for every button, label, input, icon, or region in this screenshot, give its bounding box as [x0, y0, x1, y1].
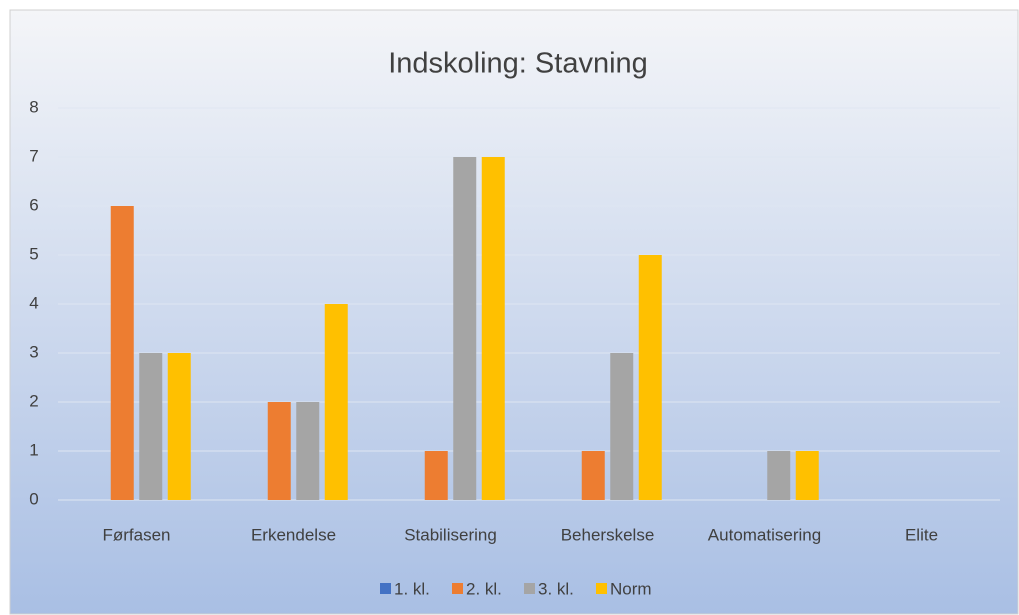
bar	[795, 451, 819, 500]
legend-label: Norm	[610, 579, 652, 598]
y-tick-label: 8	[29, 97, 38, 116]
legend-label: 3. kl.	[538, 579, 574, 598]
x-tick-label: Elite	[905, 525, 938, 544]
y-tick-label: 6	[29, 195, 38, 214]
y-tick-label: 1	[29, 440, 38, 459]
legend-swatch	[596, 583, 607, 594]
x-tick-label: Stabilisering	[404, 525, 497, 544]
bar	[767, 451, 791, 500]
bar	[324, 304, 348, 500]
y-tick-label: 5	[29, 244, 38, 263]
y-tick-label: 4	[29, 293, 38, 312]
y-tick-label: 0	[29, 489, 38, 508]
legend-swatch	[524, 583, 535, 594]
bar	[638, 255, 662, 500]
bar	[610, 353, 634, 500]
bar	[267, 402, 291, 500]
chart-background	[9, 9, 1019, 615]
bar	[424, 451, 448, 500]
bar	[581, 451, 605, 500]
x-tick-label: Førfasen	[102, 525, 170, 544]
bar	[453, 157, 477, 500]
legend-swatch	[452, 583, 463, 594]
legend-label: 1. kl.	[394, 579, 430, 598]
chart-title: Indskoling: Stavning	[388, 48, 648, 80]
x-tick-label: Beherskelse	[561, 525, 655, 544]
y-tick-label: 3	[29, 342, 38, 361]
y-tick-label: 7	[29, 146, 38, 165]
x-tick-label: Automatisering	[708, 525, 821, 544]
bar	[296, 402, 320, 500]
bar	[481, 157, 505, 500]
legend-label: 2. kl.	[466, 579, 502, 598]
bar	[110, 206, 134, 500]
bar	[167, 353, 191, 500]
y-tick-label: 2	[29, 391, 38, 410]
x-tick-label: Erkendelse	[251, 525, 336, 544]
bar	[139, 353, 163, 500]
legend-swatch	[380, 583, 391, 594]
